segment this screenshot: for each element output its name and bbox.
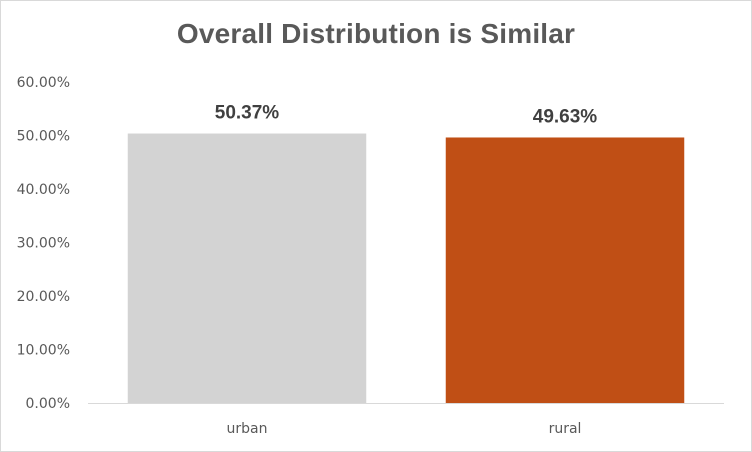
data-label-urban: 50.37% [215, 103, 280, 124]
x-tick-label-urban: urban [227, 421, 268, 437]
y-tick-label: 20.00% [17, 289, 70, 305]
bar-urban [127, 133, 367, 403]
data-label-rural: 49.63% [533, 106, 598, 127]
chart-title: Overall Distribution is Similar [176, 18, 576, 49]
y-tick-label: 0.00% [26, 396, 70, 412]
y-tick-label: 40.00% [17, 182, 70, 198]
y-tick-label: 10.00% [17, 343, 70, 359]
x-tick-label-rural: rural [549, 421, 582, 437]
y-tick-label: 60.00% [17, 75, 70, 91]
bar-rural [445, 137, 685, 404]
y-tick-label: 30.00% [17, 236, 70, 252]
y-tick-label: 50.00% [17, 129, 70, 145]
